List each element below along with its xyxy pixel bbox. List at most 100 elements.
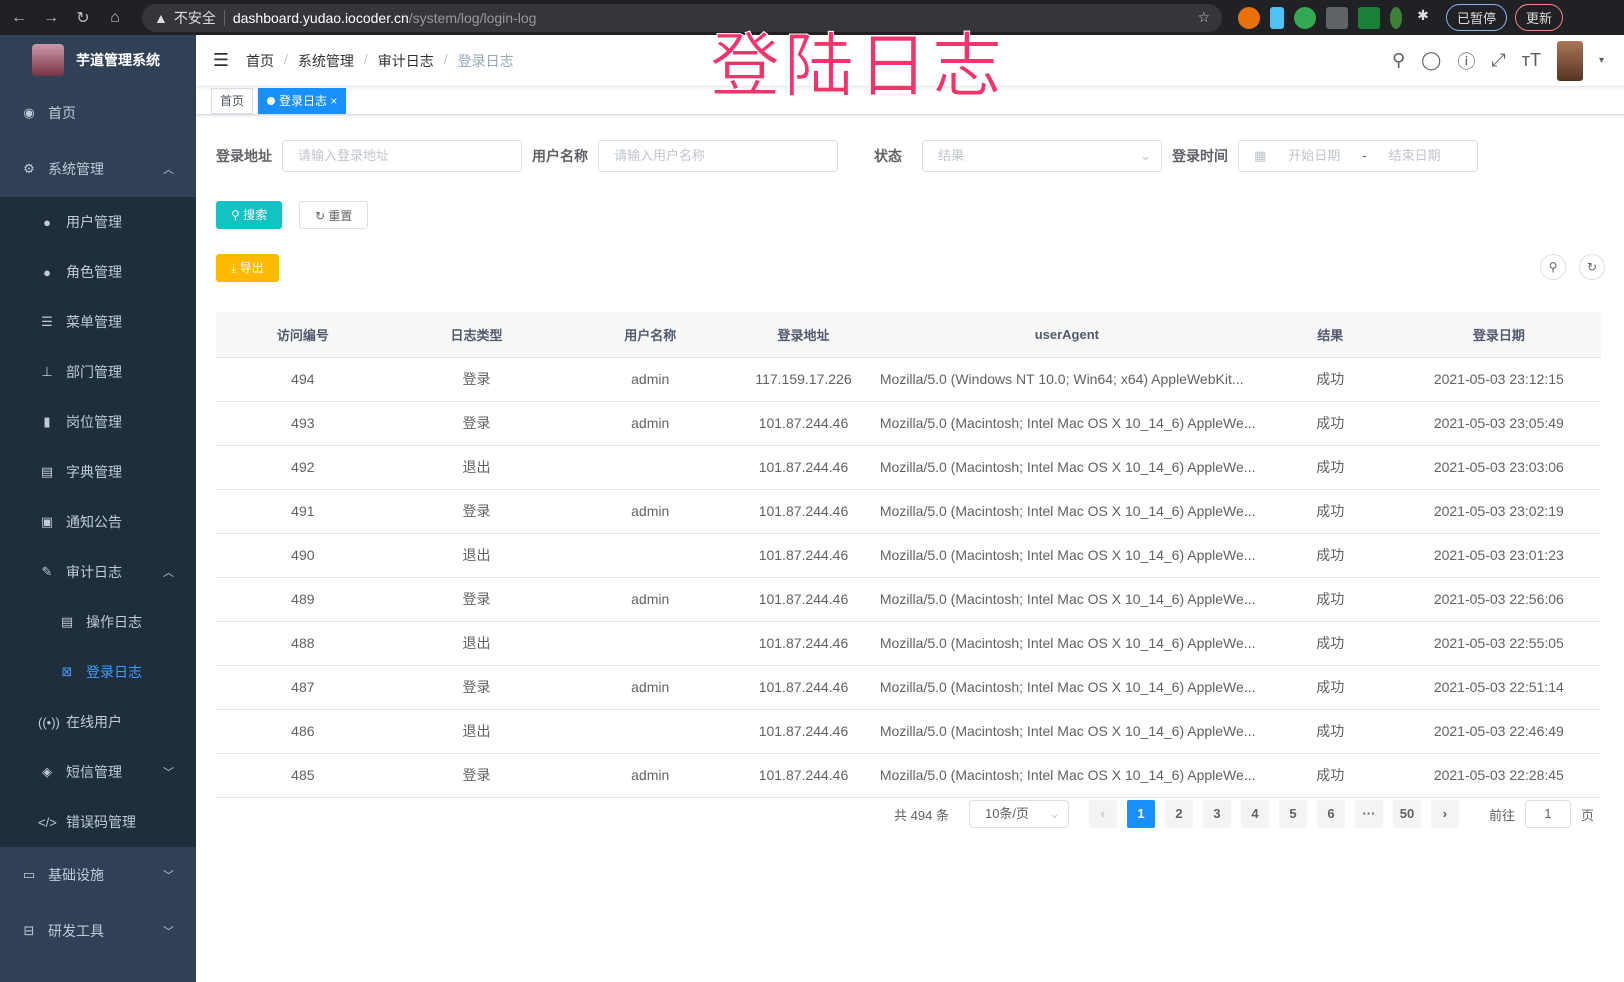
page-button[interactable]: 6	[1316, 800, 1345, 828]
sidebar: 芋道管理系统 ◉ 首页 ⚙ 系统管理 ︿ ● 用户管理 ● 角色管理 ☰ 菜单管理 ⊥ 部门管…	[0, 35, 196, 982]
forward-icon[interactable]: →	[43, 8, 59, 26]
login-address-input[interactable]: 请输入登录地址	[282, 140, 522, 172]
export-button[interactable]: ⤓ 导出	[216, 254, 279, 282]
sidebar-item-role[interactable]: ● 角色管理	[0, 247, 196, 297]
refresh-button[interactable]: ↻	[1579, 254, 1605, 280]
page-button[interactable]: 5	[1278, 800, 1307, 828]
page-size-select[interactable]: 10条/页 ⌄	[968, 800, 1069, 828]
start-date[interactable]: 开始日期	[1288, 148, 1341, 163]
range-separator: -	[1362, 148, 1367, 163]
navbar: ☰ 首页 / 系统管理 / 审计日志 / 登录日志 ⚲ ◯ ⓘ ⤢ тT ▾	[196, 35, 1624, 87]
sidebar-item-user[interactable]: ● 用户管理	[0, 197, 196, 247]
avatar[interactable]	[1556, 40, 1583, 81]
table-cell: 488	[216, 621, 390, 666]
chevron-down-icon: ﹀	[163, 926, 174, 938]
download-icon: ⤓	[231, 261, 240, 275]
table-cell: 成功	[1263, 357, 1397, 402]
sidebar-item-tool[interactable]: ⊟ 研发工具 ﹀	[0, 903, 196, 959]
status-select[interactable]: 结果 ⌄	[922, 140, 1162, 172]
next-page-button[interactable]: ›	[1430, 800, 1459, 828]
table-cell: 登录	[389, 665, 564, 710]
sidebar-item-dept[interactable]: ⊥ 部门管理	[0, 347, 196, 397]
extension-icon[interactable]	[1294, 6, 1316, 29]
font-size-icon[interactable]: тT	[1521, 50, 1541, 70]
table-cell: 493	[216, 401, 390, 446]
login-log-table: 访问编号 日志类型 用户名称 登录地址 userAgent 结果 登录日期 494 登录 adm…	[216, 312, 1601, 798]
table-cell: 登录	[389, 489, 564, 534]
puzzle-icon[interactable]: ✱	[1417, 6, 1429, 23]
table-cell: 2021-05-03 23:12:15	[1396, 357, 1601, 402]
table-cell: 成功	[1263, 401, 1397, 446]
breadcrumb-item: 审计日志	[377, 52, 434, 69]
sidebar-item-infra[interactable]: ▭ 基础设施 ﹀	[0, 847, 196, 903]
table-cell: 485	[216, 753, 390, 798]
extension-icon[interactable]	[1238, 6, 1260, 29]
prev-page-button[interactable]: ‹	[1088, 800, 1117, 828]
table-cell: 2021-05-03 23:01:23	[1396, 533, 1601, 578]
extension-icon[interactable]	[1390, 6, 1402, 29]
tag-home[interactable]: 首页	[211, 87, 254, 114]
toggle-search-button[interactable]: ⚲	[1540, 254, 1566, 280]
question-icon[interactable]: ⓘ	[1457, 51, 1476, 72]
sidebar-item-audit[interactable]: ✎ 审计日志 ︿	[0, 547, 196, 597]
sidebar-item-menu[interactable]: ☰ 菜单管理	[0, 297, 196, 347]
username-input[interactable]: 请输入用户名称	[598, 140, 838, 172]
sidebar-item-error-code[interactable]: </> 错误码管理	[0, 797, 196, 847]
table-cell: 成功	[1263, 489, 1397, 534]
table-cell: 2021-05-03 22:55:05	[1396, 621, 1601, 666]
table-cell	[563, 621, 738, 666]
table-cell: 2021-05-03 22:56:06	[1396, 577, 1601, 622]
end-date[interactable]: 结束日期	[1388, 148, 1441, 163]
back-icon[interactable]: ←	[11, 8, 27, 26]
sidebar-item-dict[interactable]: ▤ 字典管理	[0, 447, 196, 497]
page-size-value: 10条/页	[984, 806, 1030, 821]
search-icon[interactable]: ⚲	[1391, 50, 1406, 70]
sidebar-item-login-log[interactable]: ⊠ 登录日志	[0, 647, 196, 697]
reset-button[interactable]: ↻ 重置	[299, 201, 369, 229]
page-button[interactable]: 1	[1126, 800, 1155, 828]
bookmark-star-icon[interactable]: ☆	[1197, 9, 1210, 25]
date-range-picker[interactable]: ▦ 开始日期 - 结束日期	[1238, 140, 1478, 172]
shield-icon: ◈	[42, 764, 52, 779]
page-button[interactable]: 4	[1240, 800, 1269, 828]
column-header: 用户名称	[563, 312, 738, 358]
page-button[interactable]: 2	[1164, 800, 1193, 828]
close-icon[interactable]: ×	[330, 93, 338, 108]
sidebar-item-post[interactable]: ▮ 岗位管理	[0, 397, 196, 447]
extension-icon[interactable]	[1358, 6, 1380, 29]
github-icon[interactable]: ◯	[1421, 50, 1442, 70]
table-row: 485 登录 admin 101.87.244.46 Mozilla/5.0 (Maci…	[216, 753, 1601, 798]
goto-page-input[interactable]: 1	[1524, 800, 1571, 828]
fullscreen-icon[interactable]: ⤢	[1491, 50, 1506, 70]
address-bar[interactable]: ▲ 不安全 dashboard.yudao.iocoder.cn/system/…	[142, 3, 1222, 32]
sidebar-item-notice[interactable]: ▣ 通知公告	[0, 497, 196, 547]
table-cell: 486	[216, 709, 390, 754]
page-button[interactable]: ···	[1354, 800, 1383, 828]
update-button[interactable]: 更新	[1515, 4, 1564, 31]
page-button[interactable]: 3	[1202, 800, 1231, 828]
page-button[interactable]: 50	[1392, 800, 1421, 828]
table-cell: Mozilla/5.0 (Macintosh; Intel Mac OS X 1…	[869, 489, 1264, 534]
search-button[interactable]: ⚲ 搜索	[216, 201, 283, 229]
extension-icon[interactable]	[1326, 6, 1348, 29]
sidebar-item-operate-log[interactable]: ▤ 操作日志	[0, 597, 196, 647]
table-cell: 489	[216, 577, 390, 622]
extension-icon[interactable]	[1270, 6, 1284, 29]
hamburger-icon[interactable]: ☰	[212, 50, 230, 70]
caret-down-icon[interactable]: ▾	[1598, 55, 1604, 66]
tag-login-log[interactable]: 登录日志 ×	[258, 87, 347, 114]
home-icon[interactable]: ⌂	[110, 8, 120, 26]
total-count: 共 494 条	[894, 807, 949, 823]
table-row: 491 登录 admin 101.87.244.46 Mozilla/5.0 (Maci…	[216, 489, 1601, 534]
sidebar-item-system[interactable]: ⚙ 系统管理 ︿	[0, 141, 196, 197]
sidebar-item-home[interactable]: ◉ 首页	[0, 85, 196, 141]
sidebar-item-online[interactable]: ((•)) 在线用户	[0, 697, 196, 747]
reload-icon[interactable]: ↻	[76, 9, 90, 27]
breadcrumb-item[interactable]: 首页	[246, 52, 274, 69]
form-icon: ▤	[60, 614, 74, 629]
label: 短信管理	[66, 764, 122, 780]
profile-button[interactable]: 已暂停	[1446, 4, 1508, 31]
sidebar-item-sms[interactable]: ◈ 短信管理 ﹀	[0, 747, 196, 797]
app-title: 芋道管理系统	[76, 52, 160, 68]
goto-suffix: 页	[1580, 807, 1594, 823]
